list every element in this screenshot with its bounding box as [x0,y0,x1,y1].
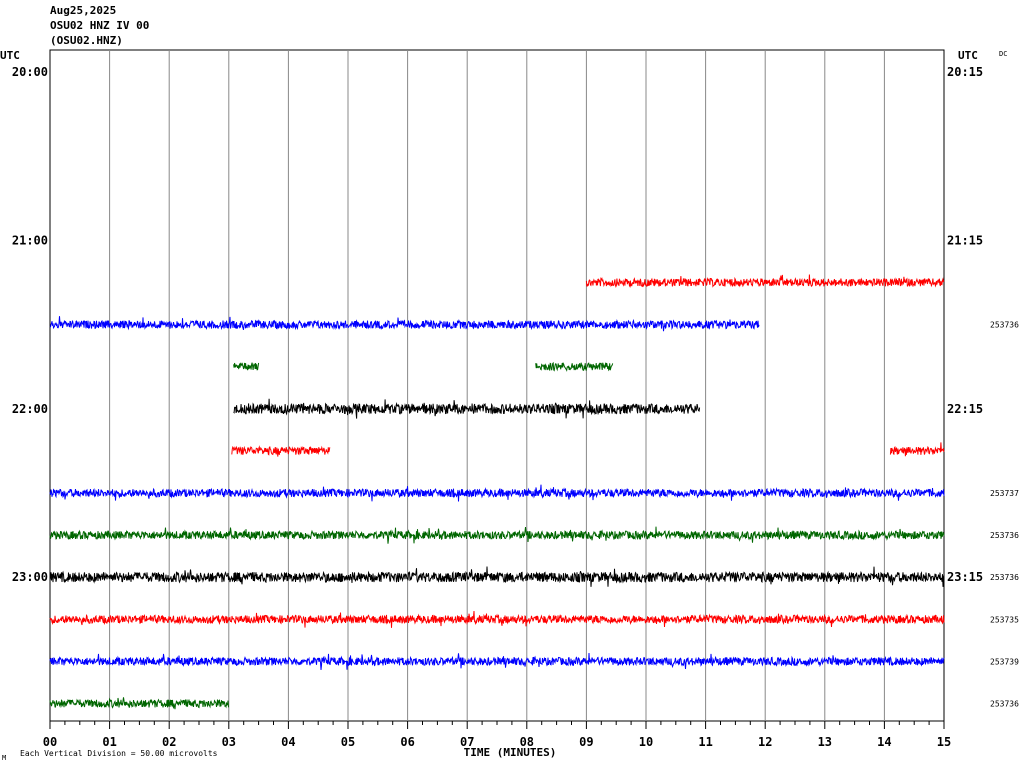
right-utc-label: UTC [958,49,978,62]
station-line-label: OSU02 HNZ IV 00 [50,19,150,32]
row-count-label: 253739 [990,657,1019,666]
trace-line-row-14 [49,652,945,671]
trace-line-row-9 [231,445,331,457]
trace-line-row-7 [233,362,260,371]
x-tick-label: 15 [937,735,951,749]
right-time-label: 23:15 [947,570,983,584]
row-count-label: 253735 [990,615,1019,624]
dc-label: DC [999,50,1008,58]
left-time-label: 23:00 [12,570,48,584]
x-tick-label: 11 [698,735,712,749]
row-count-label: 253736 [990,573,1019,582]
right-time-label: 22:15 [947,402,983,416]
x-axis-title: TIME (MINUTES) [464,746,557,759]
x-tick-label: 04 [281,735,295,749]
x-tick-label: 05 [341,735,355,749]
trace-line-row-5 [585,274,945,288]
vertical-division-note: Each Vertical Division = 50.00 microvolt… [20,749,218,758]
trace-line-row-15 [49,697,229,710]
date-label: Aug25,2025 [50,4,117,17]
trace-line-row-13 [49,610,945,628]
x-tick-label: 12 [758,735,772,749]
left-time-label: 20:00 [12,65,48,79]
x-tick-label: 14 [877,735,891,749]
left-time-label: 22:00 [12,402,48,416]
x-tick-label: 02 [162,735,176,749]
trace-line-row-10 [49,484,945,502]
row-count-label: 253737 [990,489,1019,498]
row-count-label: 253736 [990,321,1019,330]
x-tick-label: 13 [818,735,832,749]
trace-line-row-12 [49,566,945,587]
footer-mark: M [2,754,7,762]
trace-line-row-8 [233,398,701,419]
trace-line-row-6 [49,316,760,332]
x-tick-label: 06 [400,735,414,749]
x-tick-label: 00 [43,735,57,749]
x-tick-label: 07 [460,735,474,749]
row-count-label: 253736 [990,531,1019,540]
trace-line-row-7 [535,361,614,372]
left-utc-label: UTC [0,49,20,62]
x-tick-label: 01 [102,735,116,749]
x-tick-label: 03 [222,735,236,749]
trace-line-row-9 [889,442,945,457]
left-time-label: 21:00 [12,233,48,247]
x-tick-label: 08 [520,735,534,749]
x-tick-label: 10 [639,735,653,749]
row-count-label: 253736 [990,700,1019,709]
trace-line-row-11 [49,526,945,544]
right-time-label: 20:15 [947,65,983,79]
x-tick-label: 09 [579,735,593,749]
right-time-label: 21:15 [947,233,983,247]
station-code-label: (OSU02.HNZ) [50,34,123,47]
